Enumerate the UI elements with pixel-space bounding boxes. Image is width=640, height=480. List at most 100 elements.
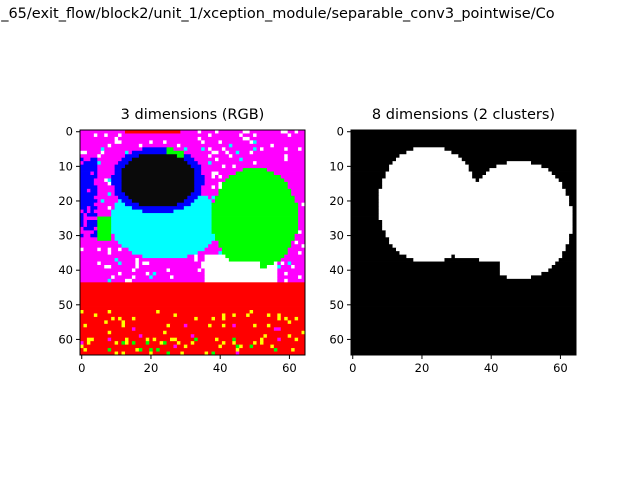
pixel-run [351,348,577,352]
pixel-run [211,323,223,328]
pixel-run [166,140,202,145]
pixel-run [80,313,95,318]
pixel-run [107,278,112,283]
pixel-run [93,313,98,318]
pixel-run [107,143,112,148]
pixel-run [351,185,383,190]
pixel-run [351,285,577,290]
pixel-run [80,178,95,183]
cluster-x-tick: 20 [415,355,429,375]
pixel-run [149,271,154,276]
pixel-run [291,244,302,249]
pixel-run [284,316,289,321]
cluster-x-tick-label: 0 [349,361,356,375]
pixel-run [80,233,84,238]
pixel-run [351,168,390,172]
pixel-run [80,161,84,166]
pixel-run [235,313,247,318]
pixel-run [472,171,487,176]
pixel-run [215,351,237,356]
pixel-run [253,323,257,328]
pixel-run [298,216,306,221]
pixel-run [80,282,306,287]
cluster-y-tick-label: 20 [329,194,344,208]
pixel-run [225,323,233,328]
pixel-run [121,171,195,176]
pixel-run [351,334,577,339]
pixel-run [351,296,577,301]
pixel-run [131,268,136,273]
pixel-run [270,143,275,148]
pixel-run [301,230,306,235]
pixel-run [121,341,126,346]
pixel-run [253,344,271,349]
pixel-run [232,341,237,346]
pixel-run [93,171,98,176]
pixel-run [166,268,171,273]
pixel-run [131,199,185,204]
pixel-run [351,258,414,262]
pixel-run [104,199,119,204]
pixel-run [211,202,299,207]
pixel-run [218,175,223,179]
pixel-run [80,292,306,297]
pixel-run [569,202,577,207]
pixel-run [107,181,112,186]
pixel-run [114,258,119,262]
pixel-run [80,278,109,283]
pixel-run [351,351,577,356]
pixel-run [253,341,257,346]
pixel-run [97,237,112,242]
pixel-run [107,337,112,342]
pixel-run [392,161,466,166]
pixel-run [83,341,88,346]
pixel-run [351,147,414,152]
pixel-run [270,323,306,328]
pixel-run [83,344,174,349]
pixel-run [351,216,380,221]
pixel-run [396,157,463,162]
pixel-run [378,202,570,207]
pixel-run [541,271,577,276]
pixel-run [218,244,292,249]
rgb-y-tick: 20 [58,194,80,208]
pixel-run [382,226,573,231]
pixel-run [228,154,233,159]
pixel-run [138,258,195,262]
pixel-run [294,130,299,134]
pixel-run [83,157,91,162]
pixel-run [351,136,577,141]
pixel-run [263,337,278,342]
pixel-run [260,341,264,346]
pixel-run [118,247,122,252]
pixel-run [475,178,480,183]
pixel-run [201,171,212,176]
pixel-run [232,337,237,342]
pixel-run [221,185,289,190]
pixel-run [351,292,577,297]
pixel-run [80,330,109,335]
pixel-run [204,275,278,280]
pixel-run [201,268,206,273]
pixel-run [235,150,240,155]
pixel-run [284,254,306,259]
pixel-run [114,140,122,145]
pixel-run [572,213,577,217]
pixel-run [125,164,192,169]
pixel-run [385,175,473,179]
pixel-run [378,195,570,200]
pixel-run [211,223,299,228]
pixel-run [145,271,150,276]
pixel-run [201,140,206,145]
pixel-run [291,334,306,339]
pixel-run [83,216,98,221]
pixel-run [444,147,577,152]
pixel-run [176,313,223,318]
pixel-run [80,220,84,224]
pixel-run [221,344,237,349]
pixel-run [111,216,212,221]
pixel-run [80,244,122,249]
pixel-run [287,181,306,186]
pixel-run [351,195,380,200]
pixel-run [121,351,126,356]
